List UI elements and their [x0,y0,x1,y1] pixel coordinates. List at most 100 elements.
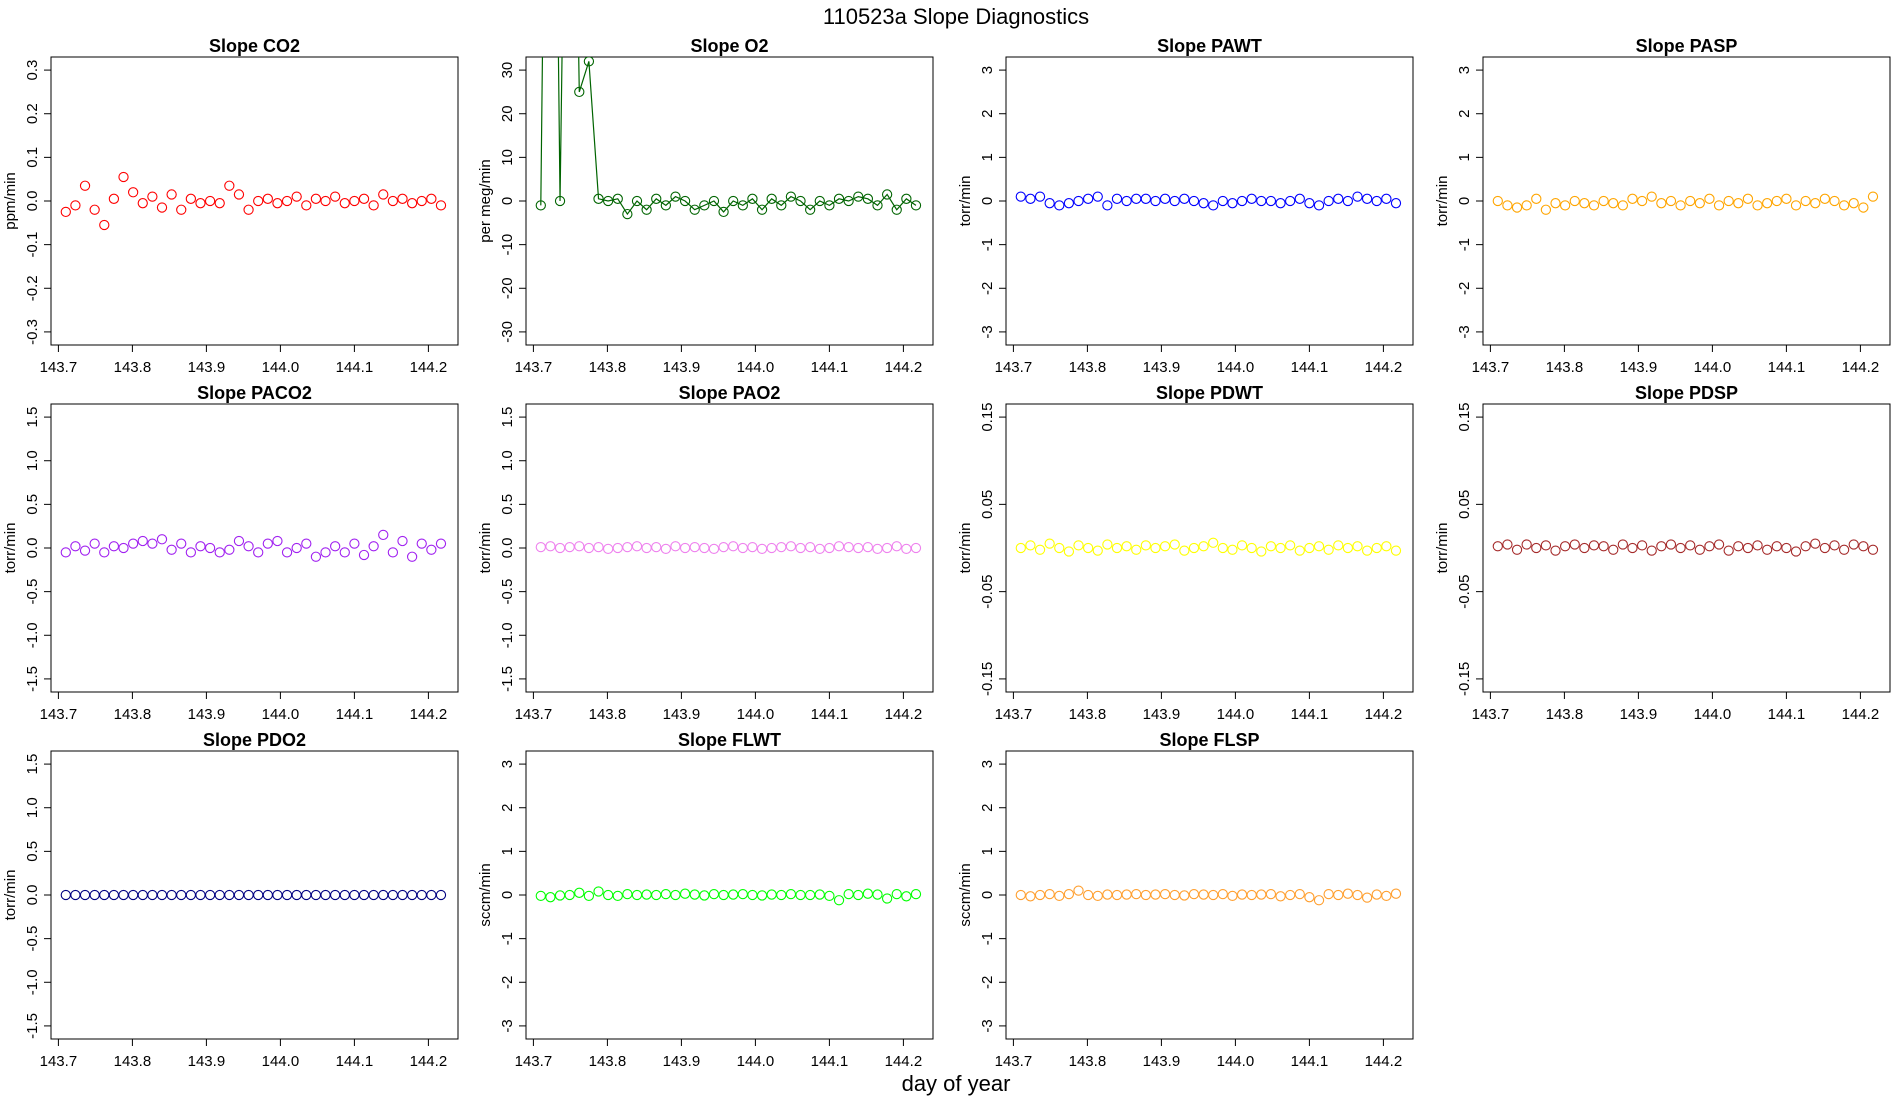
data-point [795,195,806,207]
data-point [1044,198,1055,209]
data-point [612,890,623,902]
data-point [108,541,120,552]
data-point [301,200,312,211]
data-point [805,204,816,215]
y-tick-label: 1.0 [24,797,41,818]
data-point [397,535,408,547]
x-tick-label: 143.7 [995,359,1033,376]
data-point [1371,195,1382,207]
data-point [1810,198,1821,209]
y-tick-label: 1.0 [499,450,516,471]
data-point [435,538,447,549]
data-point [1361,892,1373,903]
data-point [358,193,370,204]
data-point [824,542,835,554]
data-point [320,547,331,558]
x-tick-label: 143.7 [515,359,553,376]
data-point [262,193,273,204]
y-axis-label: torr/min [2,870,19,921]
data-point [593,193,604,204]
data-point [1294,545,1305,556]
data-point [1723,545,1734,556]
data-point [1227,890,1238,902]
y-tick-label: -0.5 [24,926,41,952]
data-point [1502,200,1513,211]
data-point [1217,888,1228,900]
x-tick-label: 144.0 [1217,359,1255,376]
y-tick-label: 3 [979,760,996,768]
data-point [1208,537,1219,548]
data-point [310,193,322,204]
y-tick-label: 0 [979,891,996,899]
data-point [679,195,691,207]
x-tick-label: 143.7 [515,1053,553,1070]
data-point [233,189,245,200]
y-axis-label: sccm/min [477,863,494,926]
data-point [814,889,825,900]
data-point [1540,204,1552,215]
data-point [1313,541,1325,552]
data-point [862,541,874,553]
data-point [1762,198,1773,209]
y-tick-label: -0.05 [1456,575,1473,609]
x-tick-label: 143.8 [1546,706,1584,723]
x-tick-label: 143.8 [1546,359,1584,376]
data-point [1656,198,1667,209]
data-point [1550,198,1561,209]
panel-title: Slope PDO2 [203,730,306,750]
x-tick-label: 143.8 [1069,1053,1107,1070]
data-point [910,200,922,211]
data-point [785,191,797,202]
data-point [1285,540,1296,551]
y-tick-label: 0 [979,197,996,205]
data-point [901,891,912,902]
y-tick-label: 3 [499,760,516,768]
data-point [1304,892,1315,903]
data-point [612,193,623,204]
y-tick-label: 0.15 [1456,402,1473,431]
y-tick-label: 0 [499,891,516,899]
x-tick-label: 143.9 [663,706,701,723]
data-point [631,541,643,552]
data-point [1015,191,1026,202]
data-point [243,204,254,215]
data-point [1188,542,1200,554]
data-point [1752,540,1763,551]
data-point [435,200,447,211]
data-point [79,180,91,191]
data-point [1694,544,1705,555]
data-point [1275,542,1286,554]
x-tick-label: 143.8 [1069,359,1107,376]
data-point [1198,541,1209,552]
x-tick-label: 144.2 [1365,1053,1403,1070]
data-point [718,206,729,218]
x-tick-label: 144.1 [336,1053,374,1070]
y-tick-label: 0 [1456,197,1473,205]
y-tick-label: -1.5 [24,666,41,692]
y-axis-label: sccm/min [957,863,974,926]
panel-title: Slope PASP [1636,36,1738,56]
data-point [776,200,787,211]
y-tick-label: 0.5 [499,494,516,515]
panel: Slope PDSP torr/min 143.7 143.8 143.9 144.0 14… [1434,383,1891,723]
plot-area [1015,191,1402,211]
data-point [108,193,120,204]
data-point [1217,195,1228,207]
x-tick-label: 143.9 [1143,1053,1181,1070]
data-point [901,193,912,204]
panel: Slope PDWT torr/min 143.7 143.8 143.9 144.0 14… [957,383,1414,723]
data-point [1511,544,1523,555]
data-point [1636,540,1648,551]
data-point [1352,889,1363,901]
data-point [1294,888,1305,900]
data-point [1810,538,1821,549]
y-tick-label: -0.2 [24,275,41,301]
x-tick-label: 144.1 [811,359,849,376]
data-point [747,193,758,204]
data-point [564,889,575,901]
panel: Slope PAO2 torr/min 143.7 143.8 143.9 144.0 14… [477,383,934,723]
data-point [1265,195,1277,207]
plot-box [1482,403,1891,693]
data-point [1342,888,1354,899]
